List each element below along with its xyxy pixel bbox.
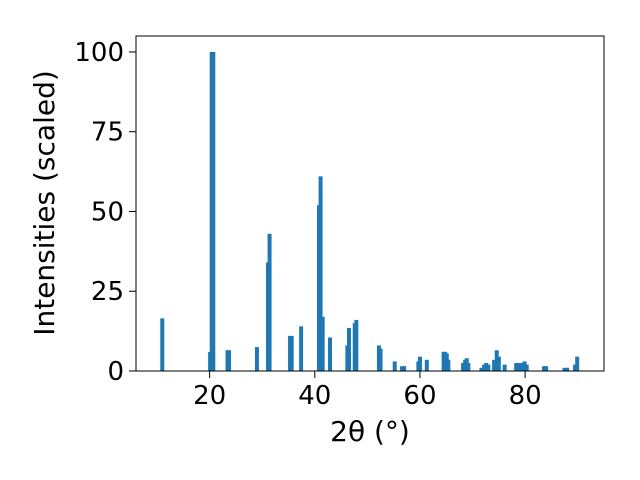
bar — [211, 51, 216, 371]
bar — [520, 363, 525, 371]
bar — [514, 363, 519, 371]
bar — [299, 326, 304, 371]
bar — [494, 350, 499, 371]
y-tick-label: 75 — [91, 118, 124, 148]
bar — [160, 318, 165, 371]
bar — [502, 364, 507, 371]
bar — [518, 363, 523, 371]
x-tick-label: 80 — [509, 381, 542, 411]
bar — [486, 364, 491, 371]
bar — [392, 361, 397, 371]
bar — [492, 359, 497, 371]
bar — [424, 359, 429, 371]
bar — [400, 366, 405, 371]
bar — [524, 364, 529, 371]
bar — [565, 367, 570, 371]
bar — [542, 366, 547, 371]
y-axis-label: Intensities (scaled) — [28, 70, 61, 336]
bar — [562, 367, 567, 371]
y-tick-label: 25 — [91, 277, 124, 307]
y-tick-label: 100 — [74, 38, 124, 68]
bar — [573, 364, 578, 371]
y-tick-label: 50 — [91, 197, 124, 227]
x-tick-label: 40 — [298, 381, 331, 411]
bar — [378, 348, 383, 371]
bar — [328, 337, 333, 371]
bar — [466, 363, 471, 371]
bar — [267, 233, 272, 371]
bar — [254, 347, 259, 371]
x-tick-label: 20 — [193, 381, 226, 411]
bar-series — [160, 51, 580, 371]
bar — [544, 366, 549, 371]
bar — [522, 361, 527, 371]
bar — [496, 356, 501, 371]
plot-area-frame — [135, 35, 605, 372]
bar — [289, 335, 294, 371]
bar — [417, 356, 422, 371]
bar — [320, 316, 325, 371]
bar — [446, 359, 451, 371]
y-tick-label: 0 — [107, 357, 124, 387]
x-tick-label: 60 — [403, 381, 436, 411]
bar — [318, 176, 323, 371]
bar — [461, 363, 466, 371]
bar — [402, 366, 407, 371]
bar — [479, 367, 484, 371]
bar — [575, 356, 580, 371]
bar — [516, 363, 521, 371]
x-axis-label: 2θ (°) — [330, 415, 410, 448]
bar — [346, 327, 351, 371]
y-axis-ticks: 0 25 50 75 100 — [74, 38, 136, 387]
bar — [354, 319, 359, 371]
x-axis-ticks: 20 40 60 80 — [193, 371, 542, 411]
bar — [484, 363, 489, 371]
bar — [482, 364, 487, 371]
bar — [227, 350, 232, 371]
